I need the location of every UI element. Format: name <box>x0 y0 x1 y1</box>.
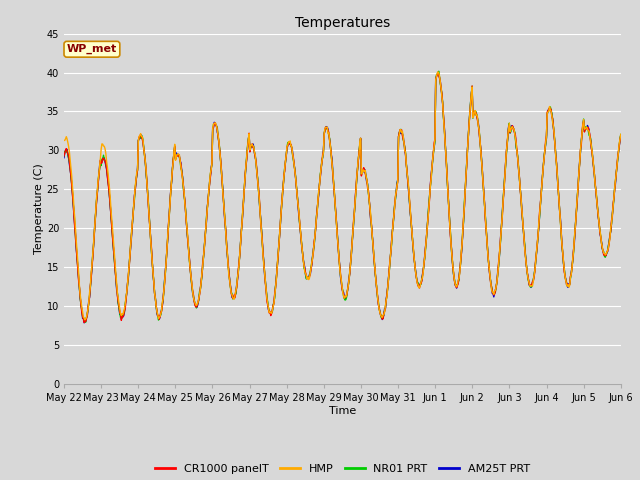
X-axis label: Time: Time <box>329 406 356 416</box>
Title: Temperatures: Temperatures <box>295 16 390 30</box>
Y-axis label: Temperature (C): Temperature (C) <box>34 163 44 254</box>
Legend: CR1000 panelT, HMP, NR01 PRT, AM25T PRT: CR1000 panelT, HMP, NR01 PRT, AM25T PRT <box>150 460 534 479</box>
Text: WP_met: WP_met <box>67 44 117 54</box>
